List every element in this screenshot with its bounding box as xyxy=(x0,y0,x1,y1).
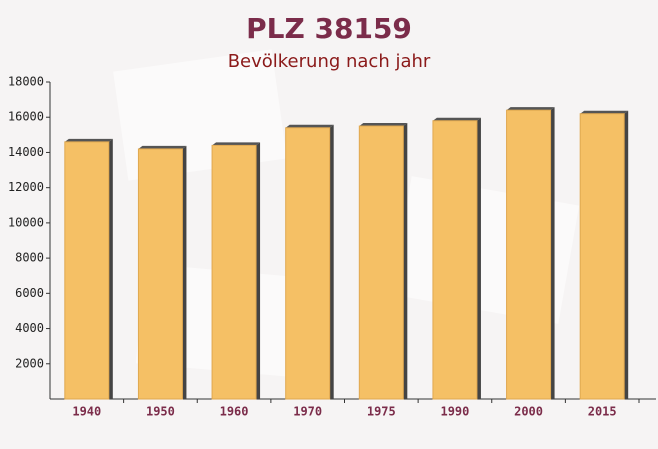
bar xyxy=(358,125,404,400)
bar-shadow xyxy=(550,107,555,399)
chart-title: PLZ 38159 xyxy=(246,12,412,45)
bar-shadow xyxy=(624,110,629,399)
bar-shadow xyxy=(580,110,629,114)
bar-shadow xyxy=(432,117,481,121)
bar xyxy=(432,120,478,400)
bar-shadow xyxy=(108,138,113,399)
bar-shadow xyxy=(64,138,113,142)
bar-shadow xyxy=(506,107,555,111)
bar xyxy=(506,109,552,400)
bar-shadow xyxy=(359,123,408,127)
chart-subtitle: Bevölkerung nach jahr xyxy=(228,51,431,72)
bar-shadow xyxy=(138,145,187,149)
y-tick-label: 2000 xyxy=(15,356,44,370)
y-tick-label: 6000 xyxy=(15,286,44,300)
bar-shadow xyxy=(256,142,261,399)
x-tick-label: 1960 xyxy=(220,405,249,419)
bar xyxy=(137,148,183,400)
y-tick-label: 4000 xyxy=(15,321,44,335)
y-tick-label: 8000 xyxy=(15,251,44,265)
y-tick-label: 12000 xyxy=(8,180,44,194)
x-tick-label: 2015 xyxy=(588,405,617,419)
bar xyxy=(285,127,331,400)
bar-shadow xyxy=(212,142,261,146)
y-tick-label: 10000 xyxy=(8,215,44,229)
bar-shadow xyxy=(476,117,481,399)
x-tick-label: 2000 xyxy=(514,405,543,419)
x-tick-label: 1950 xyxy=(146,405,175,419)
x-tick-label: 1975 xyxy=(367,405,396,419)
bar xyxy=(211,144,257,400)
y-tick-label: 16000 xyxy=(8,110,44,124)
x-tick-label: 1970 xyxy=(293,405,322,419)
x-tick-label: 1940 xyxy=(72,405,101,419)
bar-shadow xyxy=(403,123,408,400)
bar xyxy=(579,113,625,400)
bar xyxy=(64,141,110,400)
bar-shadow xyxy=(182,145,187,399)
x-tick-label: 1990 xyxy=(440,405,469,419)
y-tick-label: 14000 xyxy=(8,145,44,159)
bar-shadow xyxy=(329,124,334,400)
y-tick-label: 18000 xyxy=(8,75,44,89)
bar-shadow xyxy=(285,124,334,128)
